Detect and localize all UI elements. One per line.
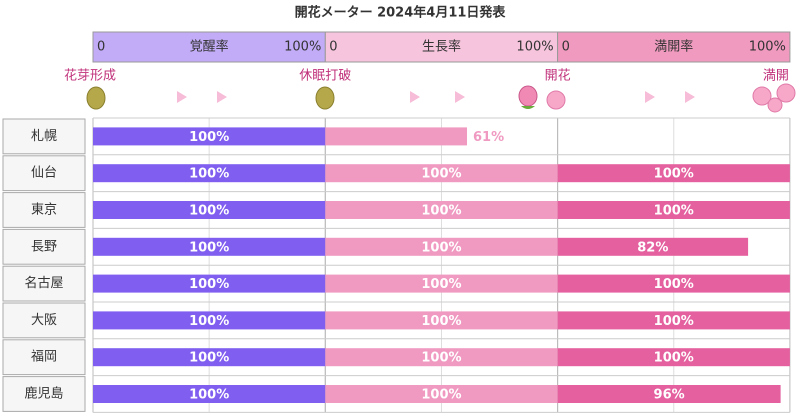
value-label: 100% [654,277,694,292]
bar [557,164,790,183]
flower-icon [752,86,772,106]
row-label: 大阪 [31,313,57,328]
leaf-icon [521,106,535,109]
value-label: 100% [421,351,461,366]
stage-name: 生長率 [422,39,461,55]
row-label-box [2,155,86,192]
value-label: 100% [421,204,461,219]
value-label: 100% [421,240,461,255]
row-label: 鹿児島 [24,386,63,402]
bar [325,348,558,367]
bar [325,385,558,403]
bar [325,127,468,146]
bar [93,164,326,183]
value-label: 100% [189,388,229,403]
value-label: 100% [189,351,229,366]
row-label-box [2,228,86,265]
x-tick-label: 100% [516,40,553,55]
bar [325,274,558,293]
stage-header [92,31,326,63]
row-label: 長野 [31,239,57,254]
value-label: 100% [189,204,229,219]
bar [93,127,326,146]
bar [93,237,326,256]
bar [557,385,781,403]
bar [325,311,558,330]
row-label-box [2,376,86,412]
bar [93,274,326,293]
value-label: 100% [654,314,694,329]
row-label-box [2,339,86,376]
bar [557,274,790,293]
row-label-box [2,192,86,228]
x-tick-label: 100% [284,40,321,55]
value-label: 100% [189,167,229,182]
bar [93,201,326,219]
value-label: 100% [189,240,229,255]
bar [93,311,326,330]
row-label: 名古屋 [24,275,63,291]
row-label: 札幌 [31,128,57,144]
x-tick-label: 100% [749,40,786,55]
stage-header [557,31,791,63]
stage-header [324,31,559,63]
x-tick-label: 0 [329,40,337,55]
value-label: 100% [421,314,461,329]
flower-icon [546,90,566,110]
bar [325,201,558,219]
milestone-label: 開花 [545,68,571,84]
stage-name: 覚醒率 [190,39,229,55]
chart-title: 開花メーター 2024年4月11日発表 [295,5,507,21]
row-label: 仙台 [31,166,57,181]
row-label-box [2,265,86,302]
value-label: 100% [654,167,694,182]
value-label: 96% [654,388,685,403]
stage-name: 満開率 [654,39,693,55]
bar [325,237,558,256]
bar [557,237,749,256]
milestone-label: 満開 [763,69,789,84]
value-label: 100% [189,130,229,145]
value-label: 61% [473,130,504,145]
value-label: 100% [421,167,461,182]
value-label: 100% [421,277,461,292]
row-label-box [2,302,86,339]
row-label: 福岡 [31,350,57,365]
x-tick-label: 0 [562,40,570,55]
arrows [177,91,695,103]
x-tick-label: 0 [97,40,105,55]
value-label: 100% [189,277,229,292]
milestone-icons [86,83,796,113]
row-label-box [2,118,86,155]
value-label: 100% [654,204,694,219]
bud-icon [518,85,538,107]
bar [557,311,790,330]
row-label: 東京 [31,202,57,218]
value-label: 82% [637,240,668,255]
bar [557,348,790,367]
milestone-label: 休眠打破 [299,69,351,84]
bar [93,385,326,403]
bar [93,348,326,367]
bar [557,201,790,219]
milestone-label: 花芽形成 [64,68,116,84]
value-label: 100% [421,388,461,403]
bar [325,164,558,183]
value-label: 100% [189,314,229,329]
value-label: 100% [654,351,694,366]
flower-icon [776,83,796,103]
bud-icon [315,86,335,110]
bud-icon [86,86,106,110]
flower-icon [767,97,783,113]
